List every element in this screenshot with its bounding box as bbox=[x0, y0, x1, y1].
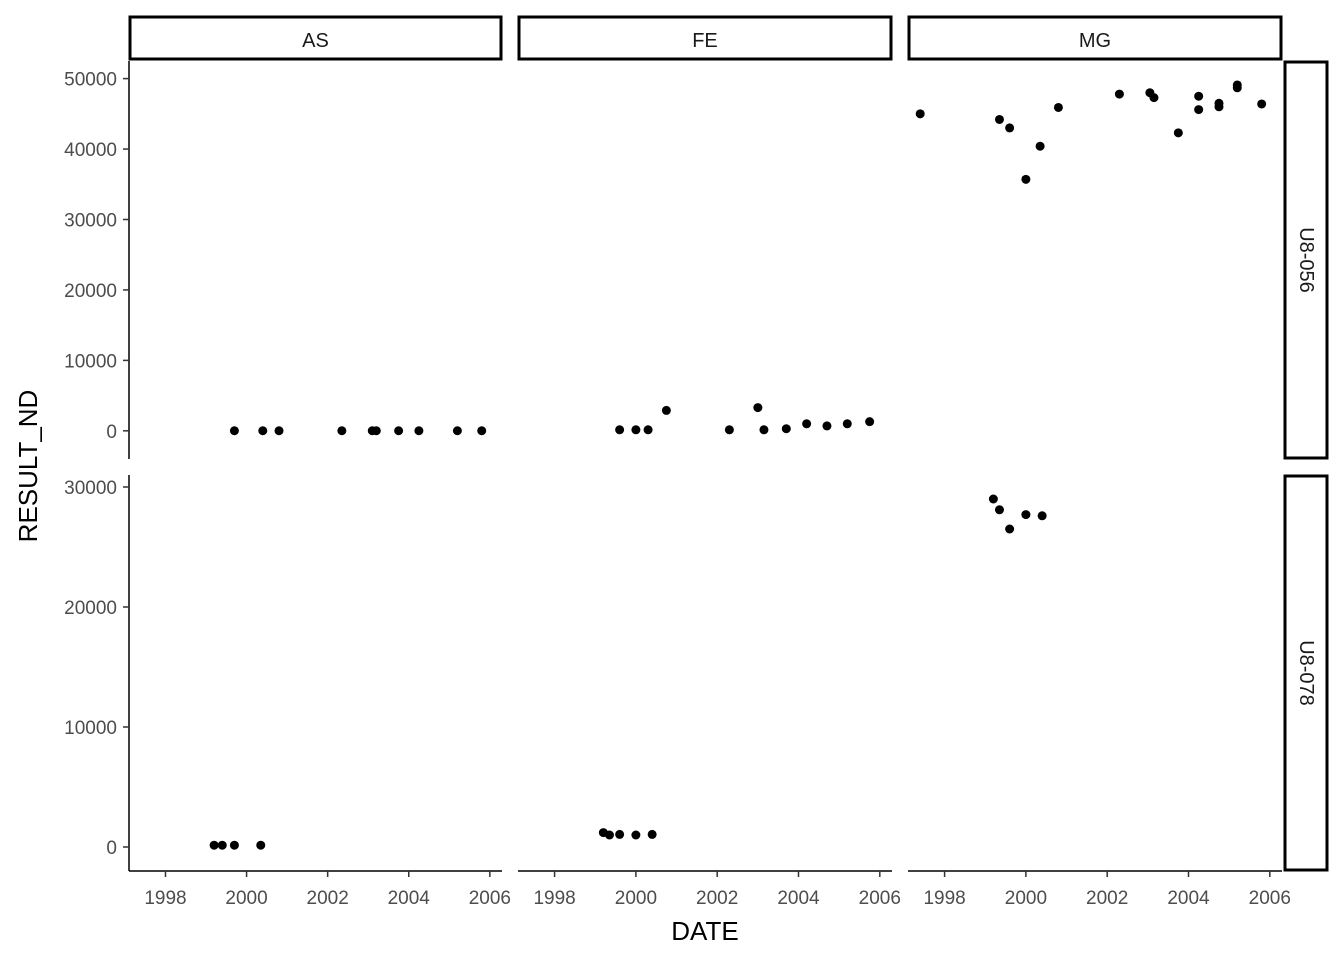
data-point bbox=[647, 829, 657, 839]
x-tick-label: 2006 bbox=[859, 888, 901, 909]
data-point bbox=[994, 505, 1004, 515]
y-tick-label: 0 bbox=[106, 422, 117, 443]
data-point bbox=[724, 425, 734, 435]
data-point bbox=[643, 425, 653, 435]
facet-strip-mg bbox=[907, 15, 1283, 61]
facet-strip-fe bbox=[517, 15, 893, 61]
y-tick-label: 0 bbox=[106, 838, 117, 859]
facet-strip-label: MG bbox=[1079, 30, 1111, 52]
data-point bbox=[209, 840, 219, 850]
data-point bbox=[1035, 141, 1045, 151]
data-point bbox=[229, 840, 239, 850]
y-tick-label: 30000 bbox=[64, 210, 117, 231]
data-point bbox=[1021, 174, 1031, 184]
data-point bbox=[802, 419, 812, 429]
x-tick-label: 2002 bbox=[1086, 888, 1128, 909]
y-tick-label: 20000 bbox=[64, 598, 117, 619]
data-point bbox=[1232, 80, 1242, 90]
data-point bbox=[753, 403, 763, 413]
data-point bbox=[1053, 102, 1063, 112]
data-point bbox=[229, 426, 239, 436]
facet-row-label: U8-078 bbox=[1295, 640, 1317, 706]
y-tick-label: 40000 bbox=[64, 140, 117, 161]
facet-strip-u8-056 bbox=[1283, 60, 1329, 460]
data-point bbox=[842, 419, 852, 429]
data-point bbox=[615, 829, 625, 839]
data-point bbox=[604, 830, 614, 840]
data-point bbox=[661, 405, 671, 415]
data-point bbox=[394, 426, 404, 436]
data-point bbox=[1214, 102, 1224, 112]
y-tick-label: 30000 bbox=[64, 478, 117, 499]
data-point bbox=[256, 840, 266, 850]
facet-strip-label: AS bbox=[302, 30, 329, 52]
data-point bbox=[1114, 89, 1124, 99]
x-tick-label: 2002 bbox=[307, 888, 349, 909]
data-point bbox=[1005, 123, 1015, 133]
facet-strip-u8-078 bbox=[1283, 474, 1329, 872]
data-point bbox=[258, 426, 268, 436]
data-point bbox=[1005, 524, 1015, 534]
facet-strip-label: FE bbox=[692, 30, 718, 52]
data-point bbox=[781, 424, 791, 434]
data-point bbox=[1257, 99, 1267, 109]
data-point bbox=[217, 840, 227, 850]
x-tick-label: 2004 bbox=[777, 888, 820, 909]
data-point bbox=[477, 426, 487, 436]
facet-row-label: U8-056 bbox=[1295, 227, 1317, 293]
data-point bbox=[337, 426, 347, 436]
data-point bbox=[1194, 91, 1204, 101]
x-tick-label: 1998 bbox=[923, 888, 965, 909]
x-tick-label: 2000 bbox=[615, 888, 657, 909]
data-point bbox=[1149, 93, 1159, 103]
x-tick-label: 1998 bbox=[533, 888, 575, 909]
data-point bbox=[1194, 105, 1204, 115]
data-point bbox=[1021, 510, 1031, 520]
data-point bbox=[1037, 511, 1047, 521]
x-tick-label: 2006 bbox=[1249, 888, 1291, 909]
x-tick-label: 2006 bbox=[469, 888, 511, 909]
x-tick-label: 2004 bbox=[388, 888, 431, 909]
y-tick-label: 10000 bbox=[64, 351, 117, 372]
data-point bbox=[1173, 128, 1183, 138]
facet-strip-as bbox=[128, 15, 503, 61]
data-point bbox=[371, 426, 381, 436]
x-tick-label: 1998 bbox=[144, 888, 186, 909]
data-point bbox=[915, 109, 925, 119]
data-point bbox=[274, 426, 284, 436]
data-point bbox=[414, 426, 424, 436]
x-tick-label: 2004 bbox=[1167, 888, 1210, 909]
x-axis-title: DATE bbox=[671, 916, 738, 946]
data-point bbox=[759, 425, 769, 435]
y-tick-label: 10000 bbox=[64, 718, 117, 739]
x-tick-label: 2000 bbox=[1005, 888, 1047, 909]
x-tick-label: 2002 bbox=[696, 888, 738, 909]
data-point bbox=[988, 494, 998, 504]
data-point bbox=[822, 421, 832, 431]
data-point bbox=[631, 830, 641, 840]
y-tick-label: 50000 bbox=[64, 70, 117, 91]
x-tick-label: 2000 bbox=[225, 888, 267, 909]
y-tick-label: 20000 bbox=[64, 281, 117, 302]
data-point bbox=[994, 114, 1004, 124]
data-point bbox=[615, 425, 625, 435]
data-point bbox=[452, 426, 462, 436]
data-point bbox=[865, 417, 875, 427]
data-point bbox=[631, 425, 641, 435]
y-axis-title: RESULT_ND bbox=[13, 390, 43, 543]
